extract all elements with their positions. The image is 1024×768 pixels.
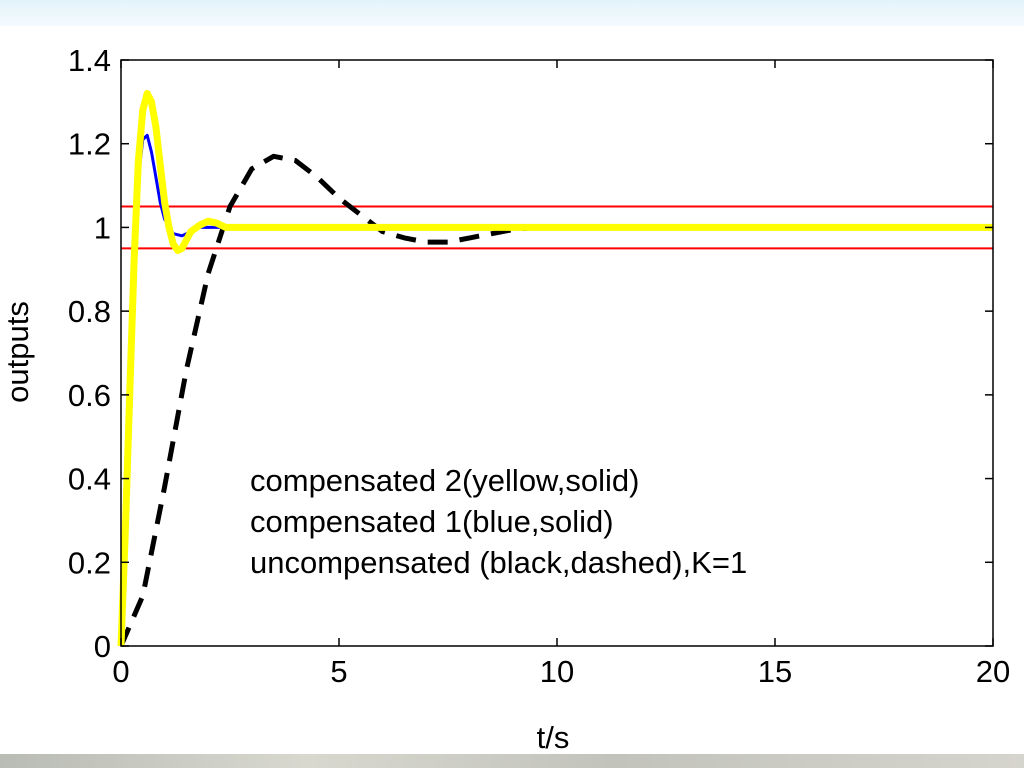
y-tick-label: 1.2 (68, 127, 111, 162)
top-background-band (0, 0, 1024, 26)
bottom-background-band (0, 754, 1024, 768)
x-tick-label: 10 (540, 654, 574, 689)
y-tick-label: 0.8 (68, 294, 111, 329)
y-tick-label: 1.4 (68, 43, 111, 78)
ticks-layer: 0 5 10 15 20 0 0.2 0.4 0.6 0.8 1 1.2 1.4 (68, 43, 1010, 689)
legend-line-3: uncompensated (black,dashed),K=1 (250, 545, 747, 580)
x-tick-label: 20 (976, 654, 1010, 689)
legend-line-1: compensated 2(yellow,solid) (250, 463, 639, 498)
y-axis-label: outputs (0, 301, 35, 403)
x-tick-label: 5 (330, 654, 347, 689)
y-tick-label: 0.6 (68, 378, 111, 413)
y-tick-label: 1 (94, 210, 111, 245)
y-tick-label: 0 (94, 629, 111, 664)
reference-lines (121, 205, 993, 250)
y-tick-label: 0.4 (68, 462, 111, 497)
legend-line-2: compensated 1(blue,solid) (250, 504, 614, 539)
x-axis-label: t/s (537, 720, 570, 755)
x-tick-label: 0 (112, 654, 129, 689)
legend-text-block: compensated 2(yellow,solid) compensated 1… (250, 463, 747, 580)
y-tick-label: 0.2 (68, 545, 111, 580)
x-tick-label: 15 (758, 654, 792, 689)
series-layer (117, 90, 993, 647)
figure-background (0, 26, 1024, 754)
compensated-2-series-line (117, 90, 993, 647)
